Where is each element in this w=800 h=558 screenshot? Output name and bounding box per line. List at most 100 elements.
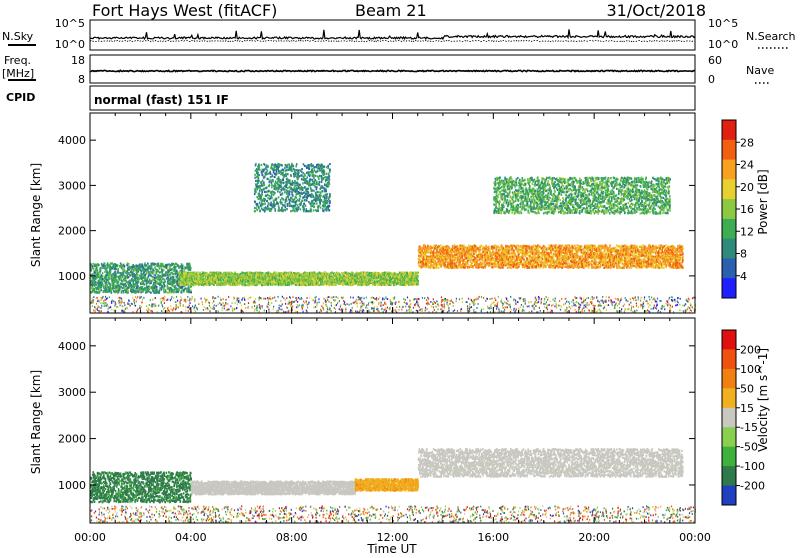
echo-cell xyxy=(417,272,419,274)
echo-cell xyxy=(167,264,169,266)
noise-sky-trace xyxy=(90,29,695,39)
echo-cell xyxy=(284,191,286,193)
echo-cell xyxy=(110,271,112,273)
noise-sky-line xyxy=(90,29,695,39)
echo-cell xyxy=(94,285,96,287)
echo-cell xyxy=(284,176,286,178)
echo-cell xyxy=(159,267,161,269)
echo-cell xyxy=(255,277,257,279)
echo-cell xyxy=(167,266,169,268)
echo-cell xyxy=(261,182,263,184)
echo-cell xyxy=(137,285,139,287)
echo-cell xyxy=(259,195,261,197)
echo-cell xyxy=(156,272,158,274)
echo-cell xyxy=(287,187,289,189)
echo-cell xyxy=(281,202,283,204)
echo-cell xyxy=(278,196,280,198)
echo-cell xyxy=(128,264,130,266)
echo-cell xyxy=(258,177,260,179)
echo-cell xyxy=(378,275,380,277)
echo-cell xyxy=(189,263,191,265)
echo-cell xyxy=(123,291,125,293)
echo-cell xyxy=(154,266,156,268)
echo-cell xyxy=(264,176,266,178)
freq-tick-right-bottom: 0 xyxy=(708,73,715,86)
echo-cell xyxy=(185,287,187,289)
echo-cell xyxy=(288,196,290,198)
echo-cell xyxy=(417,280,419,282)
echo-cell xyxy=(121,291,123,293)
echo-cell xyxy=(134,270,136,272)
echo-cell xyxy=(264,184,266,186)
echo-cell xyxy=(259,174,261,176)
echo-cell xyxy=(115,268,117,270)
echo-cell xyxy=(101,286,103,288)
echo-cell xyxy=(259,193,261,195)
echo-cell xyxy=(108,278,110,280)
echo-cell xyxy=(282,179,284,181)
echo-cell xyxy=(254,207,256,209)
echo-cell xyxy=(110,290,112,292)
echo-cell xyxy=(175,278,177,280)
noise-left-label: N.Sky xyxy=(2,30,34,43)
echo-cell xyxy=(161,289,163,291)
echo-cell xyxy=(130,282,132,284)
echo-cell xyxy=(281,164,283,166)
echo-cell xyxy=(117,268,119,270)
echo-cell xyxy=(164,285,166,287)
echo-cell xyxy=(90,269,92,271)
echo-cell xyxy=(281,181,283,183)
echo-cell xyxy=(99,291,101,293)
echo-cell xyxy=(165,274,167,276)
echo-cell xyxy=(259,202,261,204)
echo-cell xyxy=(99,289,101,291)
echo-cell xyxy=(164,281,166,283)
echo-cell xyxy=(254,201,256,203)
echo-cell xyxy=(100,267,102,269)
echo-cell xyxy=(257,203,259,205)
echo-cell xyxy=(100,269,102,271)
echo-cell xyxy=(264,203,266,205)
echo-cell xyxy=(276,170,278,172)
freq-line xyxy=(90,70,695,71)
freq-tick-left-bottom: 8 xyxy=(78,73,85,86)
freq-left-label-2: [MHz] xyxy=(2,67,34,80)
echo-cell xyxy=(102,272,104,274)
echo-cell xyxy=(92,282,94,284)
echo-cell xyxy=(267,170,269,172)
echo-cell xyxy=(267,194,269,196)
echo-cell xyxy=(263,203,265,205)
echo-cell xyxy=(261,194,263,196)
echo-cell xyxy=(182,265,184,267)
echo-cell xyxy=(102,275,104,277)
echo-cell xyxy=(170,277,172,279)
echo-cell xyxy=(173,291,175,293)
freq-tick-left-top: 18 xyxy=(71,54,85,67)
echo-region-1 xyxy=(178,271,419,286)
echo-cell xyxy=(96,291,98,293)
echo-cell xyxy=(259,169,261,171)
echo-cell xyxy=(264,272,266,274)
noise-tick-right-top: 10^5 xyxy=(708,17,738,30)
echo-cell xyxy=(274,163,276,165)
echo-cell xyxy=(178,289,180,291)
echo-cell xyxy=(287,173,289,175)
echo-cell xyxy=(342,282,344,284)
echo-cell xyxy=(259,188,261,190)
echo-cell xyxy=(287,205,289,207)
echo-cell xyxy=(285,209,287,211)
echo-cell xyxy=(279,191,281,193)
echo-cell xyxy=(114,271,116,273)
echo-cell xyxy=(263,182,265,184)
echo-cell xyxy=(286,200,288,202)
echo-cell xyxy=(275,184,277,186)
echo-cell xyxy=(254,193,256,195)
echo-cell xyxy=(261,191,263,193)
beam-title: Beam 21 xyxy=(355,1,427,20)
echo-cell xyxy=(190,289,192,291)
echo-cell xyxy=(285,206,287,208)
echo-cell xyxy=(106,284,108,286)
echo-cell xyxy=(173,276,175,278)
echo-cell xyxy=(258,164,260,166)
echo-cell xyxy=(153,272,155,274)
